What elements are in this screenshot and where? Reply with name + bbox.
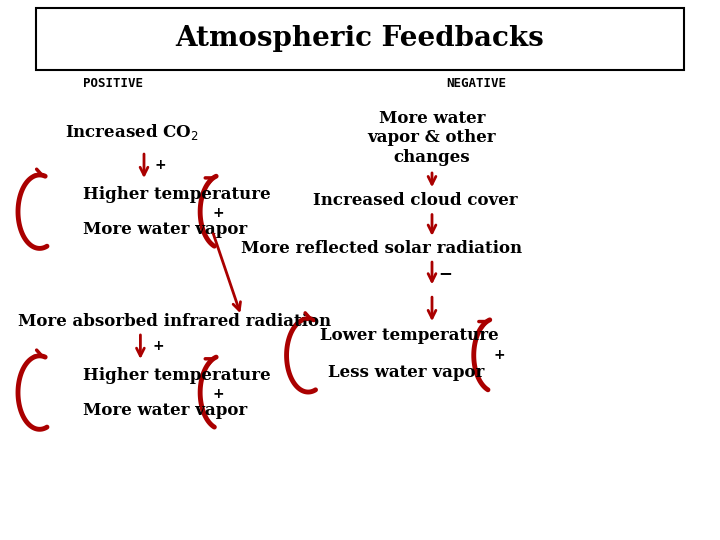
Text: More water
vapor & other
changes: More water vapor & other changes <box>368 110 496 166</box>
Text: Atmospheric Feedbacks: Atmospheric Feedbacks <box>176 25 544 52</box>
Text: +: + <box>153 339 164 353</box>
Text: Increased cloud cover: Increased cloud cover <box>313 192 518 210</box>
Text: +: + <box>493 348 505 362</box>
Text: +: + <box>212 206 224 220</box>
Text: Higher temperature: Higher temperature <box>83 186 271 203</box>
Text: More water vapor: More water vapor <box>83 221 247 238</box>
Text: −: − <box>438 264 451 282</box>
Text: More water vapor: More water vapor <box>83 402 247 419</box>
Text: Less water vapor: Less water vapor <box>328 364 484 381</box>
Text: More absorbed infrared radiation: More absorbed infrared radiation <box>18 313 331 330</box>
Text: More reflected solar radiation: More reflected solar radiation <box>241 240 522 257</box>
Text: NEGATIVE: NEGATIVE <box>446 77 506 90</box>
FancyBboxPatch shape <box>36 8 684 70</box>
Text: +: + <box>155 158 166 172</box>
Text: +: + <box>212 387 224 401</box>
Text: POSITIVE: POSITIVE <box>83 77 143 90</box>
Text: Lower temperature: Lower temperature <box>320 327 499 345</box>
Text: Higher temperature: Higher temperature <box>83 367 271 384</box>
Text: Increased CO$_2$: Increased CO$_2$ <box>65 122 199 143</box>
